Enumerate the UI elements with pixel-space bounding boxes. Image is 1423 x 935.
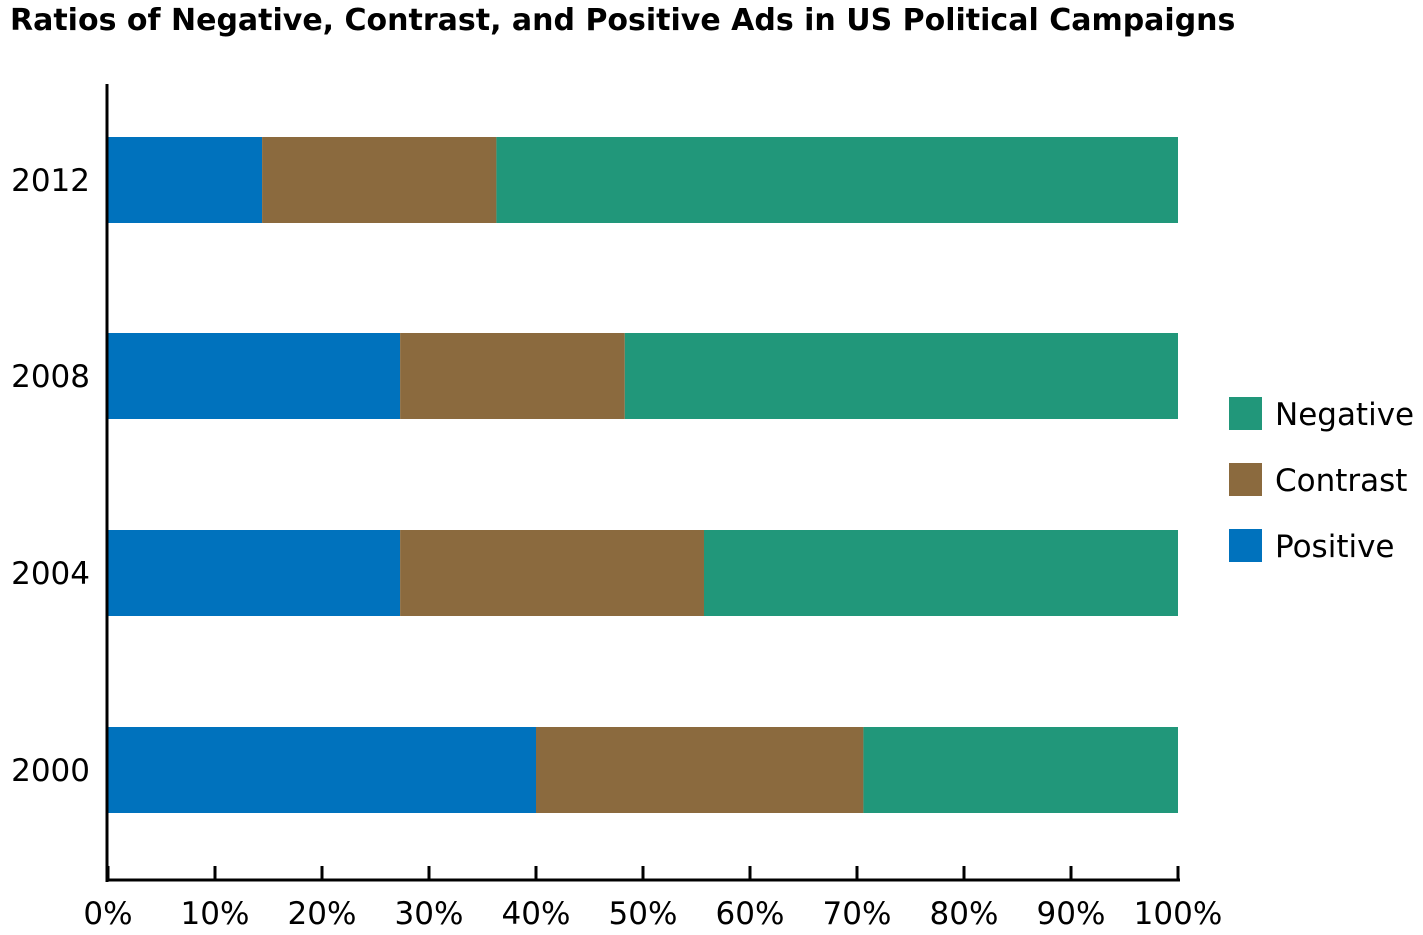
bar-positive-2008	[108, 333, 401, 419]
chart-title: Ratios of Negative, Contrast, and Positi…	[10, 3, 1236, 38]
x-tick-label: 20%	[288, 896, 357, 932]
bar-negative-2012	[496, 137, 1178, 223]
bar-negative-2000	[863, 727, 1178, 813]
x-tick-label: 90%	[1037, 896, 1106, 932]
bar-contrast-2012	[262, 137, 497, 223]
x-tick-label: 50%	[609, 896, 678, 932]
bar-negative-2008	[624, 333, 1178, 419]
bar-contrast-2004	[400, 530, 704, 616]
bars-layer	[108, 137, 1178, 813]
x-tick-label: 60%	[716, 896, 785, 932]
y-tick-label: 2012	[11, 163, 90, 199]
x-tick-label: 30%	[395, 896, 464, 932]
legend-swatch-contrast	[1229, 463, 1262, 496]
bar-positive-2000	[108, 727, 536, 813]
bar-contrast-2008	[400, 333, 625, 419]
legend: Negative Contrast Positive	[1229, 397, 1414, 565]
x-tick-label: 70%	[823, 896, 892, 932]
legend-label-positive: Positive	[1275, 529, 1395, 565]
bar-positive-2012	[108, 137, 263, 223]
x-tick-label: 80%	[930, 896, 999, 932]
x-tick-label: 100%	[1134, 896, 1223, 932]
y-tick-label: 2000	[11, 753, 90, 789]
bar-contrast-2000	[536, 727, 864, 813]
ticks-layer: 2012 2008 2004 2000 0% 10% 20% 30% 40% 50% 60% 70% 8…	[11, 163, 1222, 932]
x-tick-label: 10%	[181, 896, 250, 932]
legend-label-contrast: Contrast	[1275, 463, 1407, 499]
x-tick-label: 0%	[83, 896, 132, 932]
legend-swatch-negative	[1229, 397, 1262, 430]
bar-negative-2004	[703, 530, 1178, 616]
legend-swatch-positive	[1229, 529, 1262, 562]
legend-label-negative: Negative	[1275, 397, 1414, 433]
y-tick-label: 2008	[11, 359, 90, 395]
y-tick-label: 2004	[11, 556, 90, 592]
bar-positive-2004	[108, 530, 401, 616]
x-tick-label: 40%	[502, 896, 571, 932]
